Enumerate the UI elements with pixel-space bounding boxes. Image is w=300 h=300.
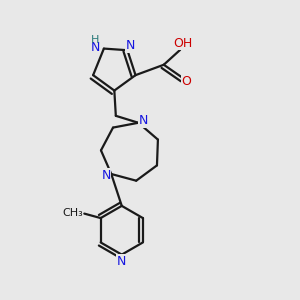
Text: CH₃: CH₃ [62,208,83,218]
Text: N: N [139,114,148,127]
Text: N: N [101,169,111,182]
Text: OH: OH [173,37,192,50]
Text: N: N [126,39,135,52]
Text: N: N [117,255,127,268]
Text: N: N [90,40,100,54]
Text: H: H [91,35,99,45]
Text: O: O [182,75,192,88]
